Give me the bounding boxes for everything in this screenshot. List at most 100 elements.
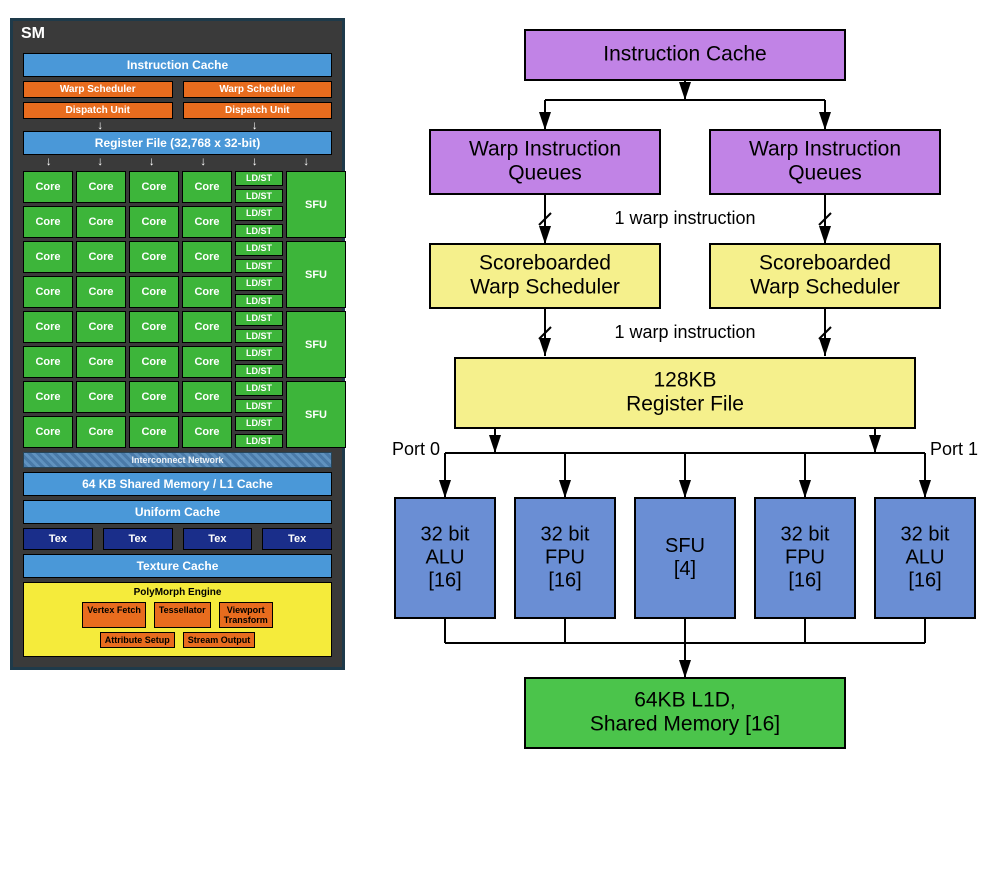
ldst-pair: LD/STLD/ST [235,171,283,203]
polymorph-engine: PolyMorph Engine Vertex Fetch Tessellator… [23,582,332,657]
flow-scoreboard-0: ScoreboardedWarp Scheduler [430,244,660,308]
ldst-cell: LD/ST [235,294,283,309]
flow-register-file: 128KBRegister File [455,358,915,428]
flow-diagram: Instruction CacheWarp InstructionQueuesW… [355,10,995,870]
core-cell: Core [23,381,73,413]
sfu-cell: SFU [286,171,346,238]
texture-cache-bar: Texture Cache [23,554,332,578]
core-cell: Core [76,276,126,308]
svg-text:FPU: FPU [785,546,825,568]
poly-cell: Attribute Setup [100,632,175,648]
core-cell: Core [76,241,126,273]
svg-text:32 bit: 32 bit [901,523,950,545]
poly-cell: Stream Output [183,632,256,648]
svg-text:128KB: 128KB [653,368,716,391]
ldst-pair: LD/STLD/ST [235,381,283,413]
svg-text:Queues: Queues [788,162,862,185]
poly-cell: Vertex Fetch [82,602,146,628]
flow-unit-4: 32 bitALU[16] [875,498,975,618]
svg-text:32 bit: 32 bit [421,523,470,545]
shared-mem-bar: 64 KB Shared Memory / L1 Cache [23,472,332,496]
core-cell: Core [23,206,73,238]
ldst-pair: LD/ST LD/ST [235,311,283,343]
svg-text:SFU: SFU [665,535,705,557]
svg-text:32 bit: 32 bit [541,523,590,545]
poly-title: PolyMorph Engine [28,587,327,598]
sfu-cell: SFU [286,381,346,448]
ldst-cell: LD/ST [235,381,283,396]
core-cell: Core [182,311,232,343]
ldst-cell: LD/ST [235,329,283,344]
arrow-row-2: ↓↓↓↓↓↓ [23,155,332,167]
warp-scheduler-0: Warp Scheduler [23,81,173,98]
core-cell: Core [23,346,73,378]
core-cell: Core [129,241,179,273]
core-cell: Core [23,241,73,273]
svg-text:ALU: ALU [906,546,945,568]
core-cell: Core [23,311,73,343]
svg-text:[16]: [16] [548,569,581,591]
svg-text:Shared Memory [16]: Shared Memory [16] [590,713,780,736]
core-cell: Core [129,276,179,308]
core-cell: Core [182,241,232,273]
flow-unit-1: 32 bitFPU[16] [515,498,615,618]
svg-text:64KB L1D,: 64KB L1D, [634,688,736,711]
svg-text:1 warp instruction: 1 warp instruction [614,208,755,228]
ldst-cell: LD/ST [235,206,283,221]
core-cell: Core [76,171,126,203]
core-cell: Core [182,346,232,378]
core-cell: Core [129,381,179,413]
ldst-cell: LD/ST [235,259,283,274]
ldst-cell: LD/ST [235,311,283,326]
sfu-cell: SFU [286,311,346,378]
svg-text:Port 0: Port 0 [392,439,440,459]
core-cell: Core [129,416,179,448]
svg-text:Warp Scheduler: Warp Scheduler [750,276,900,299]
flow-scoreboard-1: ScoreboardedWarp Scheduler [710,244,940,308]
svg-text:Warp Instruction: Warp Instruction [749,137,901,160]
svg-text:[16]: [16] [788,569,821,591]
arrow-row-1: ↓↓ [23,119,332,131]
uniform-cache-bar: Uniform Cache [23,500,332,524]
ldst-cell: LD/ST [235,276,283,291]
ldst-cell: LD/ST [235,189,283,204]
core-cell: Core [76,346,126,378]
svg-text:Port 1: Port 1 [930,439,978,459]
core-grid: CoreCoreCoreCoreLD/STLD/STSFUCoreCoreCor… [23,171,332,448]
core-cell: Core [23,276,73,308]
tex-row: TexTexTexTex [23,528,332,550]
poly-row: Vertex FetchTessellatorViewportTransform [28,602,327,628]
core-cell: Core [129,346,179,378]
core-cell: Core [182,276,232,308]
sm-title: SM [13,21,342,47]
instruction-cache-bar: Instruction Cache [23,53,332,77]
flow-warp-queue-0: Warp InstructionQueues [430,130,660,194]
core-cell: Core [129,206,179,238]
flow-unit-0: 32 bitALU[16] [395,498,495,618]
sm-block-diagram: SM Instruction Cache Warp Scheduler Warp… [10,18,345,670]
svg-text:[16]: [16] [908,569,941,591]
ldst-cell: LD/ST [235,434,283,449]
interconnect-bar: Interconnect Network [23,452,332,468]
ldst-cell: LD/ST [235,224,283,239]
ldst-cell: LD/ST [235,241,283,256]
svg-text:Queues: Queues [508,162,582,185]
flow-l1d: 64KB L1D,Shared Memory [16] [525,678,845,748]
poly-row: Attribute Setup Stream Output [28,632,327,648]
sfu-cell: SFU [286,241,346,308]
core-cell: Core [23,171,73,203]
warp-scheduler-1: Warp Scheduler [183,81,333,98]
ldst-pair: LD/STLD/ST [235,346,283,378]
core-cell: Core [182,416,232,448]
ldst-cell: LD/ST [235,416,283,431]
ldst-pair: LD/ST LD/ST [235,276,283,308]
core-cell: Core [129,311,179,343]
poly-cell: Tessellator [154,602,211,628]
sm-inner: Instruction Cache Warp Scheduler Warp Sc… [13,47,342,667]
ldst-cell: LD/ST [235,346,283,361]
core-cell: Core [76,311,126,343]
flow-unit-3: 32 bitFPU[16] [755,498,855,618]
svg-text:Warp Scheduler: Warp Scheduler [470,276,620,299]
core-cell: Core [23,416,73,448]
tex-cell: Tex [262,528,332,550]
